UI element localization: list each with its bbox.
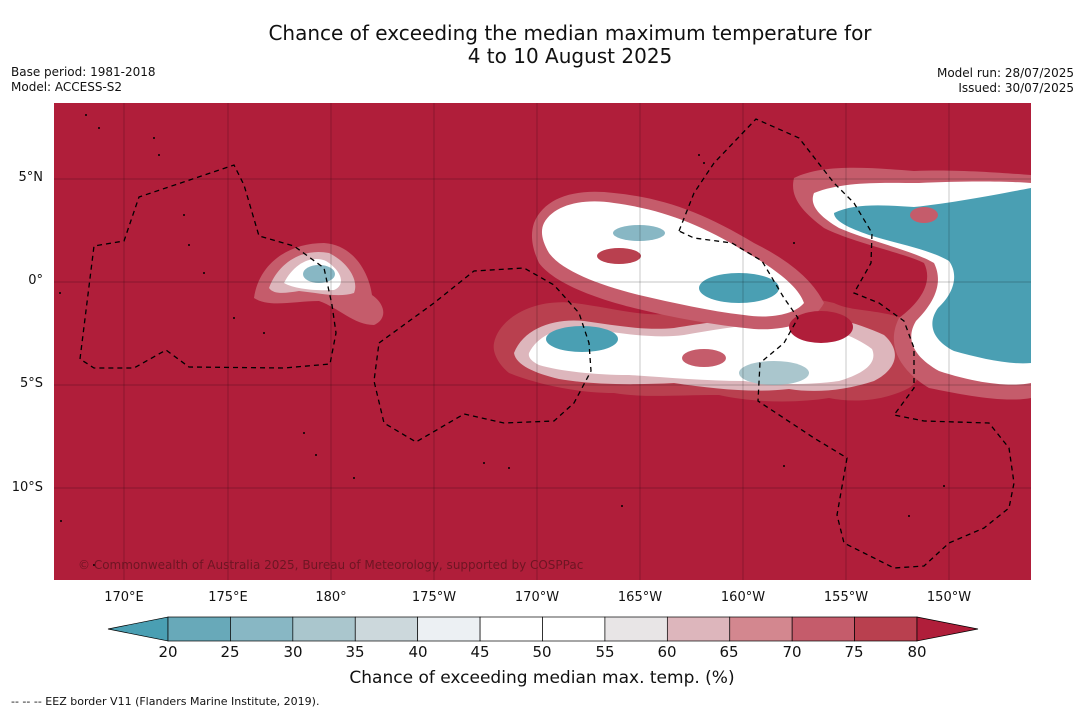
colorbar-tick: 70 [782, 643, 802, 661]
colorbar-tick: 30 [283, 643, 303, 661]
eez-borders [79, 118, 1015, 569]
footnote: -- -- -- EEZ border V11 (Flanders Marine… [11, 695, 320, 708]
colorbar-segment [479, 616, 543, 642]
colorbar-segment [167, 616, 231, 642]
copyright-notice: © Commonwealth of Australia 2025, Bureau… [78, 558, 584, 572]
colorbar-tick: 40 [408, 643, 428, 661]
colorbar-segment [542, 616, 606, 642]
anomaly-region-east [793, 167, 1031, 400]
lon-label-165w: 165°W [617, 590, 663, 605]
colorbar [106, 614, 980, 644]
anomaly-region-north [531, 191, 853, 343]
colorbar-segment [604, 616, 668, 642]
colorbar-tick: 65 [719, 643, 739, 661]
colorbar-segment [230, 616, 294, 642]
colorbar-segment [729, 616, 793, 642]
colorbar-tick: 75 [844, 643, 864, 661]
anomaly-region-west [254, 243, 384, 325]
colorbar-tick: 25 [220, 643, 240, 661]
colorbar-tick: 50 [532, 643, 552, 661]
base-period: Base period: 1981-2018 [11, 65, 156, 79]
lon-label-160w: 160°W [720, 590, 766, 605]
lon-label-170w: 170°W [514, 590, 560, 605]
colorbar-label: Chance of exceeding median max. temp. (%… [349, 668, 735, 688]
colorbar-segment [292, 616, 356, 642]
colorbar-tick: 20 [158, 643, 178, 661]
colorbar-segment [791, 616, 855, 642]
graticule [54, 103, 1031, 580]
colorbar-tick: 80 [907, 643, 927, 661]
colorbar-extend-high [916, 616, 979, 642]
lat-label-5n: 5°N [18, 170, 44, 185]
meta-right: Model run: 28/07/2025 Issued: 30/07/2025 [937, 66, 1074, 96]
lon-label-175e: 175°E [208, 590, 248, 605]
lon-label-175w: 175°W [411, 590, 457, 605]
lat-label-5s: 5°S [19, 376, 43, 391]
colorbar-segment [417, 616, 481, 642]
islands [59, 114, 945, 566]
colorbar-segment [666, 616, 731, 642]
map-panel [54, 103, 1031, 580]
colorbar-tick: 55 [595, 643, 615, 661]
colorbar-tick: 45 [470, 643, 490, 661]
lat-label-10s: 10°S [11, 480, 43, 495]
colorbar-tick: 60 [657, 643, 677, 661]
colorbar-segment [854, 616, 918, 642]
lon-label-150w: 150°W [926, 590, 972, 605]
lon-label-180: 180° [315, 590, 347, 605]
model-run: Model run: 28/07/2025 [936, 66, 1074, 80]
title-line-2: 4 to 10 August 2025 [467, 44, 673, 68]
colorbar-extend-low [107, 616, 169, 642]
meta-left: Base period: 1981-2018 Model: ACCESS-S2 [11, 65, 156, 95]
title-line-1: Chance of exceeding the median maximum t… [268, 21, 872, 45]
issued-date: Issued: 30/07/2025 [958, 81, 1074, 95]
model-name: Model: ACCESS-S2 [11, 80, 123, 94]
colorbar-svg [107, 616, 979, 642]
lon-label-155w: 155°W [823, 590, 869, 605]
chart-title: Chance of exceeding the median maximum t… [200, 22, 940, 68]
colorbar-tick: 35 [345, 643, 365, 661]
colorbar-segment [354, 616, 419, 642]
lat-label-0: 0° [28, 273, 43, 288]
lon-label-170e: 170°E [104, 590, 144, 605]
map-svg [54, 103, 1031, 580]
